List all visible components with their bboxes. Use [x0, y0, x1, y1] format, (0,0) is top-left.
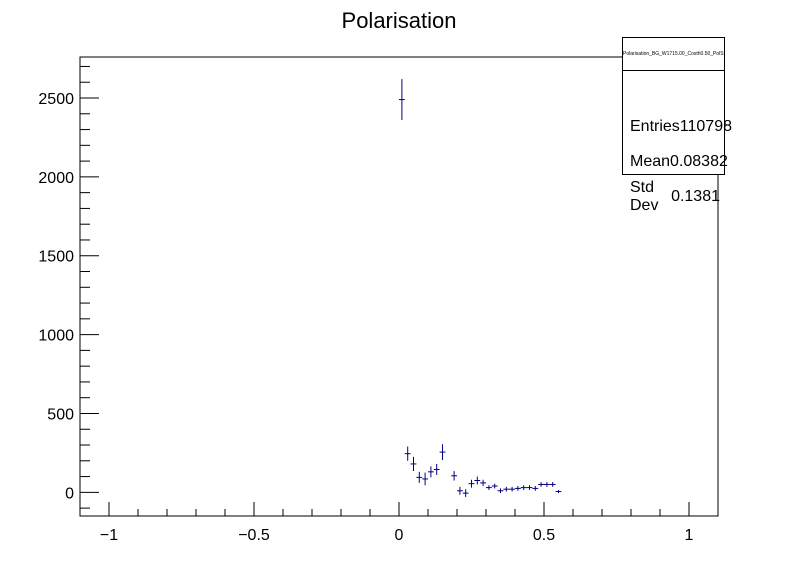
data-points: [399, 79, 562, 498]
y-tick-label: 2000: [38, 170, 74, 187]
stats-value: 0.08382: [670, 153, 728, 170]
x-tick-label: 0.5: [533, 527, 555, 544]
x-tick-label: −0.5: [238, 527, 270, 544]
stats-row-mean: Mean 0.08382: [630, 152, 728, 172]
stats-box: Polarisation_BG_W1715.00_Costh0.50_PolSt…: [622, 37, 732, 214]
x-tick-label: 1: [685, 527, 694, 544]
stats-label: Mean: [630, 153, 671, 170]
axes: −1 −0.5 0 0.5 1 0 500 1000 1500 2000 2500: [38, 65, 719, 544]
y-tick-label: 1500: [38, 249, 74, 266]
stats-value: 110798: [679, 118, 732, 135]
y-tick-label: 1000: [38, 328, 74, 345]
stats-label: Entries: [630, 118, 680, 135]
stats-label: Std Dev: [630, 179, 659, 214]
y-tick-label: 500: [47, 406, 74, 423]
x-tick-label: −1: [100, 527, 118, 544]
y-tick-label: 0: [65, 485, 74, 502]
stats-value: 0.1381: [671, 188, 720, 205]
chart-title: Polarisation: [342, 8, 457, 33]
stats-row-std-dev: Std Dev 0.1381: [630, 179, 720, 214]
y-tick-label: 2500: [38, 91, 74, 108]
x-tick-label: 0: [395, 527, 404, 544]
stats-row-entries: Entries 110798: [630, 117, 732, 137]
stats-title: Polarisation_BG_W1715.00_Costh0.50_PolSt…: [623, 38, 724, 71]
